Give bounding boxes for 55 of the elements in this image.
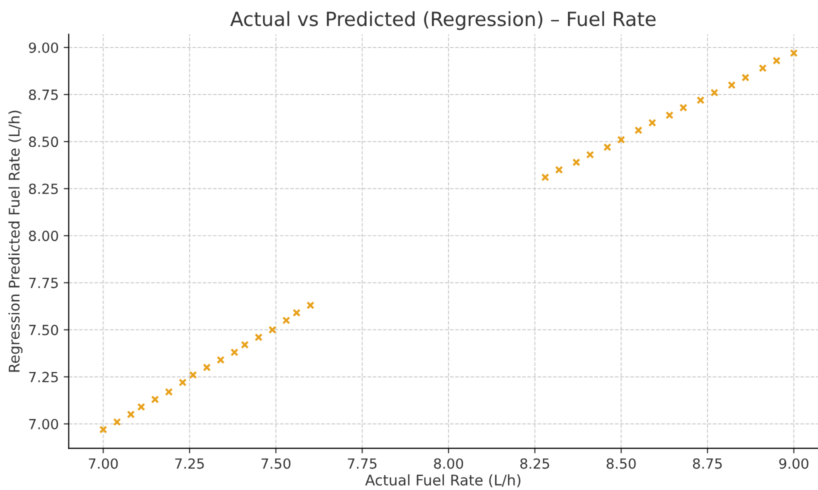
point xyxy=(666,111,674,120)
point xyxy=(648,118,656,127)
point xyxy=(99,426,108,434)
point xyxy=(254,333,263,342)
y-tick-label: 8.50 xyxy=(29,136,58,148)
x-tick-label: 8.50 xyxy=(606,458,636,469)
point xyxy=(282,316,290,324)
point xyxy=(696,96,705,104)
x-tick-label: 7.50 xyxy=(262,458,290,469)
point xyxy=(164,388,173,396)
point xyxy=(292,308,301,317)
point xyxy=(306,301,314,310)
y-tick-label: 7.00 xyxy=(29,418,58,430)
point xyxy=(151,395,160,404)
x-tick-label: 8.00 xyxy=(434,458,464,469)
point xyxy=(742,74,750,82)
point xyxy=(137,402,146,411)
x-tick-label: 7.75 xyxy=(348,458,376,469)
y-tick-label: 7.50 xyxy=(29,324,58,336)
point xyxy=(572,158,580,166)
point xyxy=(603,143,612,152)
point xyxy=(617,136,626,144)
x-axis-title: Actual Fuel Rate (L/h) xyxy=(365,474,520,488)
chart-title: Actual vs Predicted (Regression) – Fuel Rate xyxy=(230,11,656,30)
point xyxy=(113,418,122,426)
y-tick-label: 8.25 xyxy=(29,184,58,194)
x-tick-label: 9.00 xyxy=(779,458,808,469)
point xyxy=(202,363,211,372)
x-tick-label: 7.00 xyxy=(88,458,118,469)
point xyxy=(268,326,276,334)
point xyxy=(772,56,781,65)
y-tick-label: 9.00 xyxy=(28,42,58,53)
point xyxy=(555,166,564,174)
point xyxy=(178,378,187,386)
point xyxy=(586,150,594,159)
y-tick-label: 8.00 xyxy=(29,230,58,242)
point xyxy=(790,49,798,58)
x-tick-label: 8.75 xyxy=(692,458,722,469)
point xyxy=(541,173,550,182)
x-tick-label: 7.25 xyxy=(175,458,204,469)
point xyxy=(728,81,736,90)
point xyxy=(634,126,642,134)
y-axis-title: Regression Predicted Fuel Rate (L/h) xyxy=(8,110,23,372)
point xyxy=(189,370,198,379)
point xyxy=(240,340,249,349)
point xyxy=(216,356,225,364)
point xyxy=(126,410,135,418)
point xyxy=(710,88,718,97)
point xyxy=(758,64,767,72)
x-tick-label: 8.25 xyxy=(520,458,550,469)
point xyxy=(230,348,238,356)
y-tick-label: 8.75 xyxy=(29,89,58,100)
y-tick-label: 7.25 xyxy=(29,372,58,382)
y-tick-label: 7.75 xyxy=(29,278,58,288)
point xyxy=(679,104,688,112)
